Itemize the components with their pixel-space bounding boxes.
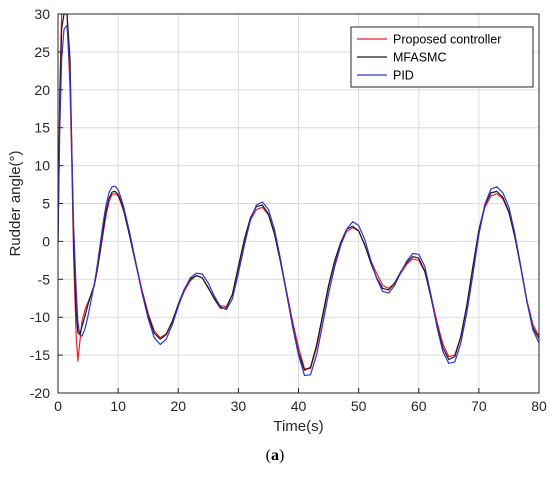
x-tick-label: 80 <box>531 398 547 414</box>
y-tick-label: 20 <box>34 82 50 98</box>
caption-letter: a <box>271 447 279 464</box>
y-axis-label: Rudder angle(°) <box>7 150 24 256</box>
x-axis-label: Time(s) <box>273 418 323 435</box>
y-tick-label: -15 <box>30 347 50 363</box>
figure-caption: (a) <box>0 447 550 465</box>
y-tick-label: 25 <box>34 44 50 60</box>
y-tick-label: 30 <box>34 6 50 22</box>
rudder-angle-chart: 0 10 20 30 40 50 60 70 80 -20 -15 -10 -5 0 5 10 15 20 25 30… <box>7 6 547 435</box>
legend-label-3: PID <box>393 69 414 83</box>
series-lines <box>58 14 539 377</box>
y-tick-label: 5 <box>42 196 50 212</box>
y-tick-label: -10 <box>30 309 50 325</box>
x-tick-label: 50 <box>351 398 367 414</box>
y-tick-label: -5 <box>38 271 51 287</box>
tick-labels: 0 10 20 30 40 50 60 70 80 -20 -15 -10 -5 0 5 10 15 20 25 30 <box>30 6 547 414</box>
caption-close: ) <box>279 447 285 464</box>
legend-label-2: MFASMC <box>393 51 446 65</box>
y-tick-label: 0 <box>42 233 50 249</box>
caption-open: ( <box>265 447 271 464</box>
x-tick-label: 20 <box>170 398 186 414</box>
y-tick-label: -20 <box>30 385 50 401</box>
x-tick-label: 40 <box>291 398 307 414</box>
y-tick-label: 15 <box>34 120 50 136</box>
series-line-3 <box>58 24 539 377</box>
legend-label-1: Proposed controller <box>393 33 501 47</box>
x-tick-label: 70 <box>471 398 487 414</box>
legend: Proposed controller MFASMC PID <box>350 26 534 88</box>
x-tick-label: 0 <box>54 398 62 414</box>
x-tick-label: 60 <box>411 398 427 414</box>
y-tick-label: 10 <box>34 158 50 174</box>
x-tick-label: 30 <box>231 398 247 414</box>
x-tick-label: 10 <box>110 398 126 414</box>
